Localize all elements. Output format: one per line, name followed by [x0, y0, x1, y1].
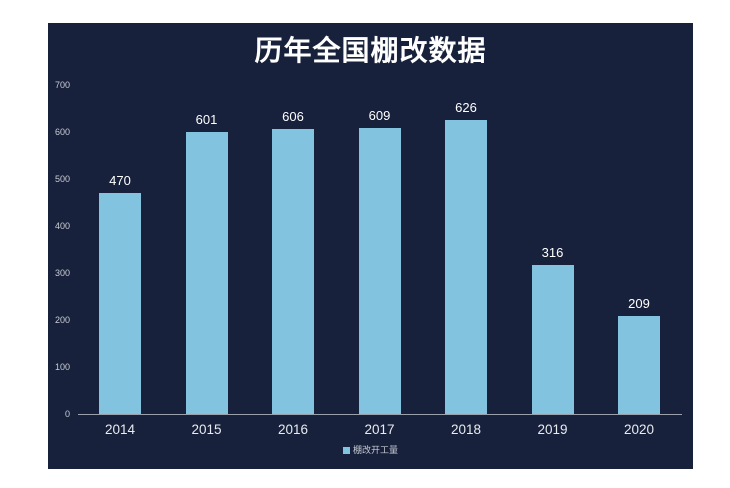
bar [618, 315, 660, 414]
bar-value-label: 601 [195, 111, 218, 127]
bar [99, 193, 141, 414]
bar-value-label: 626 [455, 99, 477, 115]
bar [185, 131, 228, 414]
bar-value-label: 470 [109, 173, 131, 189]
x-axis-line [78, 414, 682, 415]
bar-value-label: 606 [282, 109, 304, 125]
x-axis-tick-label: 2018 [450, 422, 482, 437]
bar [272, 129, 314, 414]
x-axis-tick-label: 2016 [277, 422, 309, 437]
y-axis-tick-label: 700 [54, 79, 70, 90]
legend: 棚改开工量 [48, 445, 693, 455]
y-axis-tick-label: 500 [54, 173, 70, 184]
y-axis-tick-label: 400 [54, 220, 70, 231]
x-axis-tick-label: 2014 [104, 422, 136, 437]
y-axis-tick-label: 200 [54, 314, 70, 325]
y-axis-tick-label: 0 [64, 408, 70, 419]
plot-area: 0 100 200 300 400 500 600 700 470 2014 601 2015 606 2… [48, 23, 693, 469]
bar [531, 265, 574, 414]
bar-value-label: 609 [368, 107, 391, 123]
bar-value-label: 209 [628, 295, 650, 311]
x-axis-tick-label: 2015 [191, 422, 222, 437]
x-axis-tick-label: 2019 [537, 422, 568, 437]
chart-panel: 历年全国棚改数据 0 100 200 300 400 500 600 700 470 2014 60… [48, 23, 693, 469]
legend-label: 棚改开工量 [352, 445, 398, 455]
chart-title: 历年全国棚改数据 [254, 35, 487, 66]
y-axis-tick-label: 300 [54, 267, 70, 278]
legend-swatch-icon [342, 446, 350, 454]
x-axis-tick-label: 2020 [623, 422, 655, 437]
x-axis-tick-label: 2017 [364, 422, 395, 437]
y-axis-tick-label: 600 [54, 126, 70, 137]
bar [358, 127, 401, 414]
bar [445, 119, 487, 414]
bar-value-label: 316 [541, 245, 564, 261]
y-axis-tick-label: 100 [54, 361, 70, 372]
